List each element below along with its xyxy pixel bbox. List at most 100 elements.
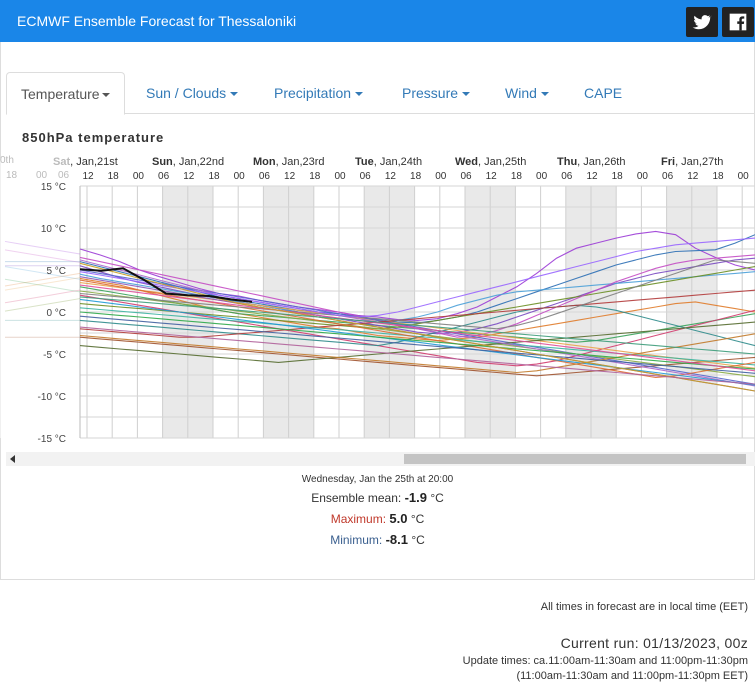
ensemble-member-line bbox=[79, 296, 755, 355]
minimum-value: -8.1 bbox=[385, 532, 408, 547]
ensemble-member-line bbox=[79, 311, 755, 370]
hour-label: 18 bbox=[410, 171, 422, 182]
hour-label: 18 bbox=[612, 171, 624, 182]
y-tick-label: 15 °C bbox=[41, 182, 66, 193]
hour-label: 06 bbox=[259, 171, 271, 182]
tab-label: Wind bbox=[505, 85, 537, 101]
tab-cape[interactable]: CAPE bbox=[584, 72, 622, 114]
observed-line bbox=[79, 267, 253, 303]
hour-label: 00 bbox=[738, 171, 750, 182]
ensemble-member-line bbox=[79, 289, 755, 338]
tooltip-date: Wednesday, Jan the 25th at 20:00 bbox=[301, 474, 454, 485]
grid-lines bbox=[79, 185, 755, 439]
twitter-button[interactable] bbox=[686, 7, 718, 37]
ensemble-mean-value: -1.9 bbox=[404, 490, 427, 505]
ensemble-member-line bbox=[79, 237, 755, 318]
ensemble-member-line bbox=[79, 326, 755, 385]
clipped-label: 06 bbox=[58, 170, 70, 181]
maximum-row: Maximum: 5.0 °C bbox=[0, 511, 755, 526]
tab-bar: Temperature Sun / Clouds Precipitation P… bbox=[6, 72, 755, 115]
hour-label: 18 bbox=[108, 171, 120, 182]
past-run-line bbox=[4, 240, 81, 255]
hour-label: 06 bbox=[360, 171, 372, 182]
tab-precipitation[interactable]: Precipitation bbox=[274, 72, 364, 114]
ensemble-member-line bbox=[79, 321, 755, 363]
past-run-line bbox=[4, 272, 81, 287]
day-label-weekday: Sun bbox=[152, 156, 173, 168]
caret-down-icon bbox=[355, 92, 364, 97]
chart-scrollbar[interactable] bbox=[6, 452, 755, 466]
update-times: Update times: ca.11:00am-11:30am and 11:… bbox=[462, 655, 748, 667]
ensemble-member-line bbox=[79, 277, 755, 342]
hour-label: 00 bbox=[234, 171, 246, 182]
scrollbar-thumb[interactable] bbox=[404, 454, 746, 464]
day-label-weekday: Sat bbox=[53, 156, 70, 168]
ensemble-member-line bbox=[79, 333, 755, 374]
ensemble-mean-row: Ensemble mean: -1.9 °C bbox=[0, 490, 755, 505]
day-label: Tue, Jan,24th bbox=[355, 156, 422, 168]
caret-down-icon bbox=[462, 92, 471, 97]
tab-temperature[interactable]: Temperature bbox=[6, 72, 125, 115]
y-tick-label: 0 °C bbox=[46, 308, 66, 319]
hour-label: 06 bbox=[662, 171, 674, 182]
y-axis-labels: 15 °C 10 °C 5 °C 0 °C -5 °C -10 °C -15 °C bbox=[38, 182, 66, 445]
hour-label: 12 bbox=[82, 171, 94, 182]
y-tick-label: 10 °C bbox=[41, 224, 66, 235]
top-bar: ECMWF Ensemble Forecast for Thessaloniki bbox=[0, 0, 755, 42]
tab-label: Pressure bbox=[402, 85, 459, 101]
hour-label: 00 bbox=[637, 171, 649, 182]
hour-label: 12 bbox=[486, 171, 498, 182]
clipped-label: 0th bbox=[0, 155, 14, 166]
day-label: Thu, Jan,26th bbox=[557, 156, 626, 168]
day-label-weekday: Mon bbox=[253, 156, 276, 168]
ensemble-member-line bbox=[79, 259, 755, 330]
current-run: Current run: 01/13/2023, 00z bbox=[560, 635, 748, 651]
tab-sun-clouds[interactable]: Sun / Clouds bbox=[146, 72, 239, 114]
ensemble-member-line bbox=[79, 315, 755, 374]
tab-label: Precipitation bbox=[274, 85, 352, 101]
hour-label: 00 bbox=[133, 171, 145, 182]
page-title: ECMWF Ensemble Forecast for Thessaloniki bbox=[17, 13, 297, 29]
day-label-weekday: Thu bbox=[557, 156, 577, 168]
day-label-date: , Jan,27th bbox=[675, 156, 723, 168]
hour-label: 06 bbox=[460, 171, 472, 182]
day-label-date: , Jan,26th bbox=[577, 156, 625, 168]
ensemble-member-line bbox=[79, 230, 755, 321]
ensemble-member-line bbox=[79, 284, 755, 372]
past-run-line bbox=[4, 289, 81, 304]
update-times-local: (11:00am-11:30am and 11:00pm-11:30pm EET… bbox=[516, 670, 748, 682]
ensemble-chart[interactable]: 15 °C 10 °C 5 °C 0 °C -5 °C -10 °C -15 °C 0th 1… bbox=[0, 150, 755, 450]
past-run-line bbox=[4, 249, 81, 263]
day-label-weekday: Fri bbox=[661, 156, 675, 168]
maximum-value: 5.0 bbox=[389, 511, 408, 526]
day-label-weekday: Wed bbox=[455, 156, 478, 168]
day-label-date: , Jan,24th bbox=[374, 156, 422, 168]
tab-pressure[interactable]: Pressure bbox=[402, 72, 471, 114]
past-runs-overlay bbox=[0, 158, 81, 438]
day-label-date: , Jan,23rd bbox=[276, 156, 325, 168]
arrow-left-icon[interactable] bbox=[10, 455, 15, 463]
day-label-weekday: Tue bbox=[355, 156, 374, 168]
past-fade bbox=[0, 158, 78, 438]
hour-label: 12 bbox=[284, 171, 296, 182]
ensemble-mean-label: Ensemble mean: bbox=[311, 491, 402, 505]
ensemble-member-line bbox=[79, 307, 755, 366]
day-label: Mon, Jan,23rd bbox=[253, 156, 325, 168]
hour-label: 18 bbox=[712, 171, 724, 182]
y-tick-label: -10 °C bbox=[38, 392, 66, 403]
hour-label: 12 bbox=[586, 171, 598, 182]
day-label: Sat, Jan,21st bbox=[53, 156, 118, 168]
past-run-line bbox=[4, 266, 81, 280]
timezone-note: All times in forecast are in local time … bbox=[540, 601, 748, 613]
maximum-label: Maximum: bbox=[330, 512, 387, 526]
past-run-line bbox=[4, 298, 81, 312]
ensemble-lines bbox=[79, 230, 755, 392]
facebook-button[interactable] bbox=[722, 7, 754, 37]
hour-label: 18 bbox=[309, 171, 321, 182]
tab-wind[interactable]: Wind bbox=[505, 72, 549, 114]
y-tick-label: -15 °C bbox=[38, 434, 66, 445]
y-tick-label: 5 °C bbox=[46, 266, 66, 277]
hour-label: 06 bbox=[561, 171, 573, 182]
observed-series-line bbox=[79, 267, 253, 303]
